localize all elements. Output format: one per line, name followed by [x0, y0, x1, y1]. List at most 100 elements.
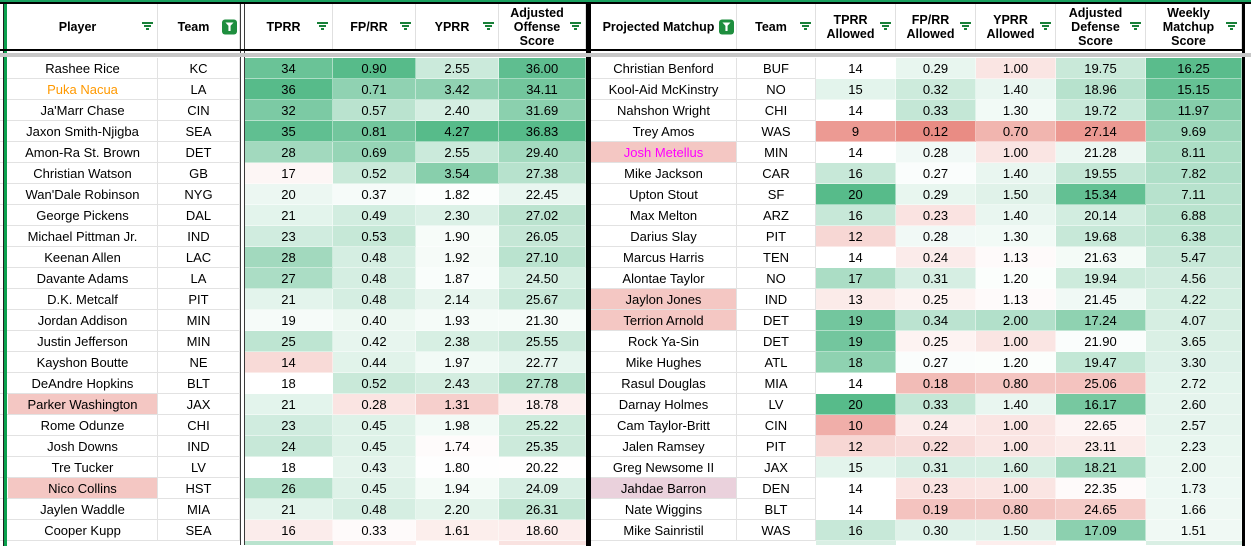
yprr_allowed-cell[interactable]: 0.80: [976, 373, 1056, 394]
column-header-team[interactable]: Team: [158, 4, 240, 49]
fprr-cell[interactable]: 0.44: [333, 352, 416, 373]
yprr_allowed-cell[interactable]: 1.40: [976, 163, 1056, 184]
adj_def-cell[interactable]: 17.09: [1056, 520, 1146, 541]
adj_off-cell[interactable]: 24.09: [499, 478, 586, 499]
yprr_allowed-cell[interactable]: 2.00: [976, 310, 1056, 331]
team-cell[interactable]: MIN: [158, 331, 240, 352]
adj_off-cell[interactable]: 22.45: [499, 184, 586, 205]
team-cell[interactable]: LA: [158, 79, 240, 100]
adj_off-cell[interactable]: 25.22: [499, 415, 586, 436]
weekly-cell[interactable]: 4.22: [1146, 289, 1242, 310]
team-cell[interactable]: NYG: [158, 184, 240, 205]
fprr_allowed-cell[interactable]: 0.30: [896, 520, 976, 541]
fprr-cell[interactable]: 0.48: [333, 499, 416, 520]
team-cell[interactable]: MIN: [737, 142, 816, 163]
tprr-cell[interactable]: 21: [245, 289, 333, 310]
tprr_allowed-cell[interactable]: 13: [816, 289, 896, 310]
weekly-cell[interactable]: 15.15: [1146, 79, 1242, 100]
tprr-cell[interactable]: 23: [245, 226, 333, 247]
adj_off-cell[interactable]: 20.22: [499, 457, 586, 478]
column-header-adj_def[interactable]: Adjusted Defense Score: [1056, 4, 1146, 49]
fprr-cell[interactable]: 0.81: [333, 121, 416, 142]
adj_off-cell[interactable]: 18.60: [499, 520, 586, 541]
tprr-cell[interactable]: 21: [245, 499, 333, 520]
player-cell[interactable]: Wan'Dale Robinson: [8, 184, 158, 205]
adj_def-cell[interactable]: 17.24: [1056, 310, 1146, 331]
filter-icon[interactable]: [399, 21, 412, 32]
fprr_allowed-cell[interactable]: 0.23: [896, 205, 976, 226]
fprr_allowed-cell[interactable]: 0.33: [896, 100, 976, 121]
yprr_allowed-cell[interactable]: 1.00: [976, 58, 1056, 79]
yprr_allowed-cell[interactable]: 0.80: [976, 499, 1056, 520]
matchup-cell[interactable]: Greg Newsome II: [591, 457, 737, 478]
filter-icon[interactable]: [879, 21, 892, 32]
filter-icon[interactable]: [799, 21, 812, 32]
weekly-cell[interactable]: 1.73: [1146, 478, 1242, 499]
column-header-tprr_allowed[interactable]: TPRR Allowed: [816, 4, 896, 49]
player-cell[interactable]: Jordan Addison: [8, 310, 158, 331]
yprr-cell[interactable]: 2.43: [416, 373, 499, 394]
matchup-cell[interactable]: Jaylon Jones: [591, 289, 737, 310]
team-cell[interactable]: IND: [737, 289, 816, 310]
yprr-cell[interactable]: 2.14: [416, 289, 499, 310]
player-cell[interactable]: Keenan Allen: [8, 247, 158, 268]
team-cell[interactable]: BLT: [158, 373, 240, 394]
adj_off-cell[interactable]: 18.78: [499, 394, 586, 415]
matchup-cell[interactable]: Nahshon Wright: [591, 100, 737, 121]
matchup-cell[interactable]: Max Melton: [591, 205, 737, 226]
fprr_allowed-cell[interactable]: 0.22: [896, 436, 976, 457]
column-header-yprr[interactable]: YPRR: [416, 4, 499, 49]
yprr_allowed-cell[interactable]: 1.00: [976, 142, 1056, 163]
fprr-cell[interactable]: 0.52: [333, 373, 416, 394]
team-cell[interactable]: MIN: [158, 310, 240, 331]
yprr-cell[interactable]: 1.31: [416, 394, 499, 415]
weekly-cell[interactable]: 2.57: [1146, 415, 1242, 436]
team-cell[interactable]: CIN: [158, 100, 240, 121]
team-cell[interactable]: CAR: [737, 163, 816, 184]
adj_def-cell[interactable]: 24.65: [1056, 499, 1146, 520]
player-cell[interactable]: Michael Pittman Jr.: [8, 226, 158, 247]
player-cell[interactable]: Josh Downs: [8, 436, 158, 457]
team-cell[interactable]: BLT: [737, 499, 816, 520]
filter-icon[interactable]: [316, 21, 329, 32]
tprr_allowed-cell[interactable]: 19: [816, 310, 896, 331]
filter-icon[interactable]: [1129, 21, 1142, 32]
fprr_allowed-cell[interactable]: 0.33: [896, 394, 976, 415]
adj_off-cell[interactable]: 27.78: [499, 373, 586, 394]
matchup-cell[interactable]: Terrion Arnold: [591, 310, 737, 331]
fprr_allowed-cell[interactable]: 0.27: [896, 352, 976, 373]
team-cell[interactable]: DAL: [158, 205, 240, 226]
tprr-cell[interactable]: 18: [245, 457, 333, 478]
tprr-cell[interactable]: 18: [245, 373, 333, 394]
adj_off-cell[interactable]: 24.50: [499, 268, 586, 289]
adj_def-cell[interactable]: 20.14: [1056, 205, 1146, 226]
column-header-weekly[interactable]: Weekly Matchup Score: [1146, 4, 1242, 49]
tprr_allowed-cell[interactable]: 18: [816, 352, 896, 373]
matchup-cell[interactable]: Nate Wiggins: [591, 499, 737, 520]
player-cell[interactable]: Kayshon Boutte: [8, 352, 158, 373]
team-cell[interactable]: LV: [158, 457, 240, 478]
weekly-cell[interactable]: 6.38: [1146, 226, 1242, 247]
fprr-cell[interactable]: 0.33: [333, 520, 416, 541]
player-cell[interactable]: Parker Washington: [8, 394, 158, 415]
adj_def-cell[interactable]: 19.68: [1056, 226, 1146, 247]
fprr-cell[interactable]: 0.52: [333, 163, 416, 184]
yprr_allowed-cell[interactable]: 1.40: [976, 394, 1056, 415]
player-cell[interactable]: D.K. Metcalf: [8, 289, 158, 310]
adj_off-cell[interactable]: 25.55: [499, 331, 586, 352]
fprr_allowed-cell[interactable]: 0.23: [896, 478, 976, 499]
adj_off-cell[interactable]: 34.11: [499, 79, 586, 100]
matchup-cell[interactable]: Rasul Douglas: [591, 373, 737, 394]
matchup-cell[interactable]: Kool-Aid McKinstry: [591, 79, 737, 100]
adj_def-cell[interactable]: 25.06: [1056, 373, 1146, 394]
yprr-cell[interactable]: 2.38: [416, 331, 499, 352]
matchup-cell[interactable]: Alontae Taylor: [591, 268, 737, 289]
matchup-cell[interactable]: Christian Benford: [591, 58, 737, 79]
yprr-cell[interactable]: 1.92: [416, 247, 499, 268]
fprr_allowed-cell[interactable]: 0.27: [896, 163, 976, 184]
fprr_allowed-cell[interactable]: 0.28: [896, 142, 976, 163]
column-header-fprr_allowed[interactable]: FP/RR Allowed: [896, 4, 976, 49]
tprr-cell[interactable]: 14: [245, 352, 333, 373]
column-header-adj_off[interactable]: Adjusted Offense Score: [499, 4, 586, 49]
yprr-cell[interactable]: 3.54: [416, 163, 499, 184]
